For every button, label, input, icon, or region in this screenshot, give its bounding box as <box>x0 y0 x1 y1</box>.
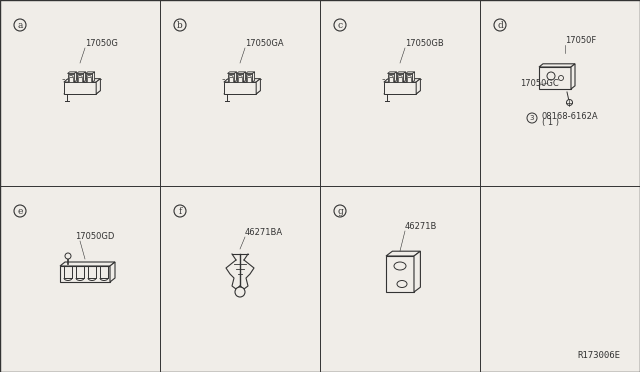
Text: 3: 3 <box>530 115 534 121</box>
Polygon shape <box>74 72 76 82</box>
Polygon shape <box>228 74 234 82</box>
Text: d: d <box>497 20 503 29</box>
Polygon shape <box>224 78 260 82</box>
Polygon shape <box>83 72 86 82</box>
Polygon shape <box>228 72 236 74</box>
Text: c: c <box>337 20 342 29</box>
Polygon shape <box>64 82 96 94</box>
Circle shape <box>65 253 71 259</box>
Polygon shape <box>96 78 100 94</box>
Polygon shape <box>68 72 76 74</box>
Polygon shape <box>60 266 110 282</box>
Polygon shape <box>237 72 246 74</box>
Text: 46271BA: 46271BA <box>245 228 283 237</box>
Polygon shape <box>416 78 420 94</box>
Polygon shape <box>397 72 406 74</box>
Polygon shape <box>238 77 242 82</box>
Polygon shape <box>403 72 406 82</box>
Polygon shape <box>386 256 414 292</box>
Circle shape <box>334 205 346 217</box>
Text: g: g <box>337 206 343 215</box>
Polygon shape <box>571 64 575 89</box>
Circle shape <box>14 205 26 217</box>
Polygon shape <box>64 78 100 82</box>
Polygon shape <box>384 90 420 94</box>
Text: 17050G: 17050G <box>85 39 118 48</box>
Polygon shape <box>246 72 255 74</box>
Text: f: f <box>179 206 182 215</box>
Polygon shape <box>389 77 393 82</box>
Circle shape <box>174 19 186 31</box>
Polygon shape <box>412 72 415 82</box>
Text: R173006E: R173006E <box>577 351 620 360</box>
Polygon shape <box>414 251 420 292</box>
Polygon shape <box>386 251 420 256</box>
Ellipse shape <box>394 262 406 270</box>
Polygon shape <box>539 64 575 67</box>
Text: 17050F: 17050F <box>565 36 596 45</box>
Polygon shape <box>406 72 415 74</box>
Circle shape <box>527 113 537 123</box>
Text: 17050GA: 17050GA <box>245 39 284 48</box>
Polygon shape <box>78 77 82 82</box>
Polygon shape <box>388 74 394 82</box>
Polygon shape <box>110 262 115 282</box>
Circle shape <box>174 205 186 217</box>
Text: 08168-6162A: 08168-6162A <box>542 112 598 121</box>
Circle shape <box>14 19 26 31</box>
Polygon shape <box>60 262 115 266</box>
Text: b: b <box>177 20 183 29</box>
Text: 46271B: 46271B <box>405 222 437 231</box>
Polygon shape <box>92 72 95 82</box>
Polygon shape <box>388 72 396 74</box>
Polygon shape <box>246 74 252 82</box>
Ellipse shape <box>397 280 407 288</box>
Polygon shape <box>234 72 236 82</box>
Text: 17050GC: 17050GC <box>520 79 559 88</box>
Polygon shape <box>247 77 251 82</box>
Text: e: e <box>17 206 22 215</box>
Polygon shape <box>406 74 412 82</box>
Polygon shape <box>237 74 243 82</box>
Polygon shape <box>77 72 86 74</box>
Polygon shape <box>86 72 95 74</box>
Polygon shape <box>86 74 92 82</box>
Polygon shape <box>252 72 255 82</box>
Circle shape <box>566 99 573 106</box>
Polygon shape <box>64 90 100 94</box>
Polygon shape <box>77 74 83 82</box>
Circle shape <box>334 19 346 31</box>
Polygon shape <box>243 72 246 82</box>
Circle shape <box>494 19 506 31</box>
Text: 17050GD: 17050GD <box>75 232 115 241</box>
Polygon shape <box>224 82 256 94</box>
Text: 17050GB: 17050GB <box>405 39 444 48</box>
Circle shape <box>235 287 245 297</box>
Circle shape <box>547 72 555 80</box>
Polygon shape <box>397 74 403 82</box>
Polygon shape <box>256 78 260 94</box>
Polygon shape <box>224 90 260 94</box>
Text: ( 1 ): ( 1 ) <box>542 118 559 126</box>
Polygon shape <box>384 82 416 94</box>
Circle shape <box>559 76 563 80</box>
Polygon shape <box>87 77 91 82</box>
Text: a: a <box>17 20 22 29</box>
Polygon shape <box>384 78 420 82</box>
Polygon shape <box>394 72 396 82</box>
Polygon shape <box>539 67 571 89</box>
Polygon shape <box>407 77 411 82</box>
Polygon shape <box>398 77 402 82</box>
Polygon shape <box>68 74 74 82</box>
Polygon shape <box>229 77 233 82</box>
Polygon shape <box>69 77 73 82</box>
